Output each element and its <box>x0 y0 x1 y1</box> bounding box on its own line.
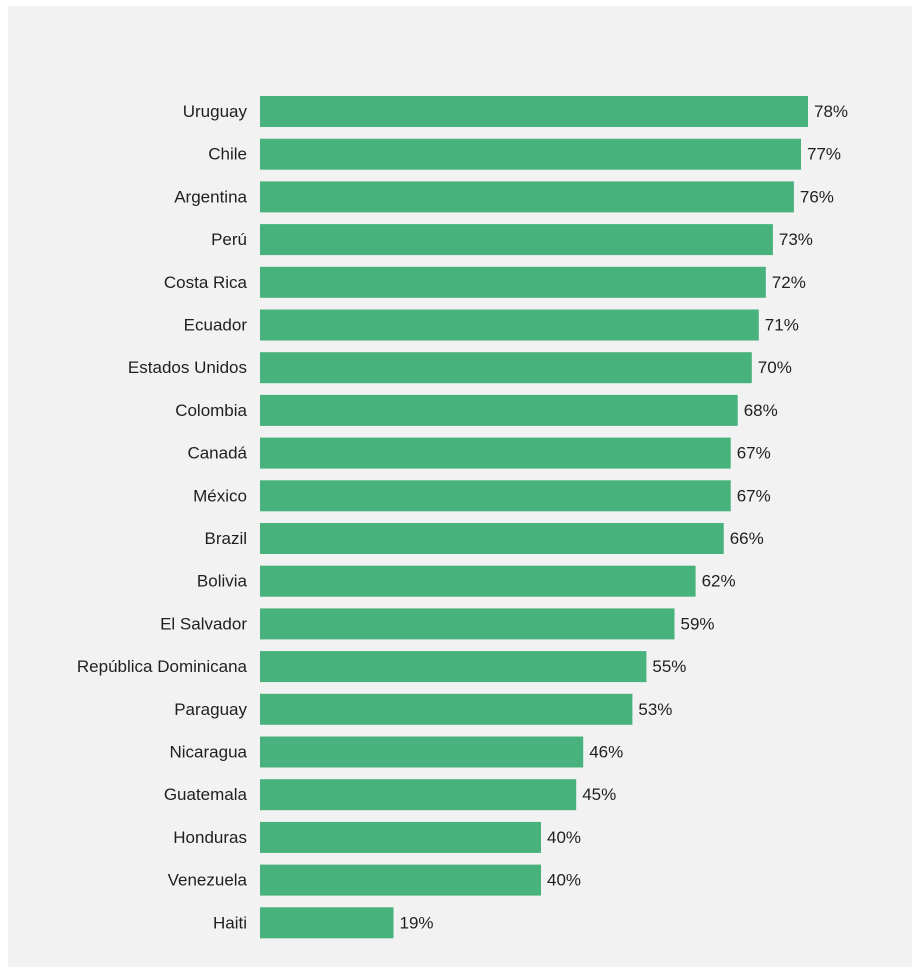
value-label: 77% <box>807 145 841 164</box>
bar <box>260 523 724 554</box>
value-label: 78% <box>814 102 848 121</box>
bar <box>260 352 752 384</box>
category-label: Argentina <box>174 187 247 206</box>
bar <box>260 224 773 256</box>
category-label: El Salvador <box>160 614 247 633</box>
category-label: Perú <box>211 230 247 249</box>
value-label: 66% <box>730 529 764 548</box>
category-label: Guatemala <box>164 785 248 804</box>
category-labels-group: Uruguay Chile Argentina Perú Costa Rica Ecuad… <box>77 102 248 932</box>
value-label: 67% <box>737 486 771 505</box>
bar <box>260 96 808 127</box>
bar <box>260 907 394 939</box>
bar <box>260 736 584 768</box>
value-label: 70% <box>758 358 792 377</box>
value-label: 40% <box>547 828 581 847</box>
bar <box>260 181 794 213</box>
value-label: 72% <box>772 273 806 292</box>
bar <box>260 779 577 811</box>
category-label: Bolivia <box>197 572 248 591</box>
value-label: 62% <box>702 572 736 591</box>
bar <box>260 309 759 341</box>
value-label: 76% <box>800 187 834 206</box>
value-label: 19% <box>400 913 434 932</box>
bar <box>260 693 633 725</box>
category-label: Chile <box>208 145 247 164</box>
category-label: Venezuela <box>168 871 248 890</box>
value-label: 40% <box>547 871 581 890</box>
value-label: 46% <box>589 743 623 762</box>
category-label: Brazil <box>204 529 247 548</box>
bar <box>260 651 647 683</box>
bar <box>260 864 541 896</box>
category-label: Ecuador <box>184 316 248 335</box>
category-label: Paraguay <box>174 700 247 719</box>
category-label: Estados Unidos <box>128 358 247 377</box>
value-label: 53% <box>638 700 672 719</box>
value-label: 55% <box>652 657 686 676</box>
value-labels-group: 78% 77% 76% 73% 72% 71% 70% 68% 67% 67% 66% 62% 59% 5… <box>400 102 849 932</box>
bar <box>260 394 738 426</box>
bar <box>260 266 766 298</box>
bar <box>260 437 731 469</box>
category-label: República Dominicana <box>77 657 248 676</box>
bar <box>260 821 541 853</box>
category-label: Nicaragua <box>170 743 248 762</box>
category-label: Haiti <box>213 913 247 932</box>
value-label: 71% <box>765 316 799 335</box>
value-label: 73% <box>779 230 813 249</box>
category-label: Costa Rica <box>164 273 248 292</box>
value-label: 68% <box>744 401 778 420</box>
value-label: 59% <box>681 614 715 633</box>
value-label: 45% <box>582 785 616 804</box>
bar <box>260 565 696 597</box>
value-label: 67% <box>737 444 771 463</box>
category-label: México <box>193 486 247 505</box>
category-label: Canadá <box>187 444 247 463</box>
bar <box>260 608 675 640</box>
bars-group <box>260 96 808 939</box>
category-label: Colombia <box>175 401 247 420</box>
bar <box>260 138 801 170</box>
category-label: Uruguay <box>183 102 248 121</box>
category-label: Honduras <box>173 828 247 847</box>
bar <box>260 480 731 512</box>
